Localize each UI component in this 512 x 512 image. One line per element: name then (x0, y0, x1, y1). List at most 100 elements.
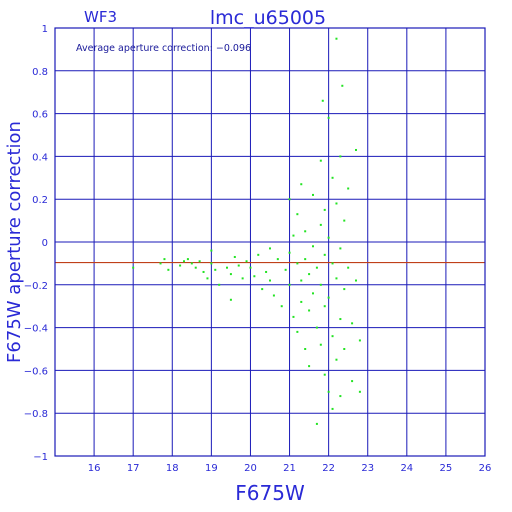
data-point (315, 326, 318, 329)
data-point (190, 262, 193, 265)
data-point (327, 296, 330, 299)
data-point (261, 288, 264, 291)
data-point (341, 84, 344, 87)
data-point (300, 183, 303, 186)
x-tick-labels: 16 17 18 19 20 21 22 23 24 25 26 (88, 463, 492, 474)
data-point (214, 268, 217, 271)
x-tick-label: 23 (361, 463, 374, 474)
data-point (351, 322, 354, 325)
data-point (265, 270, 268, 273)
data-point (335, 202, 338, 205)
x-tick-label: 21 (283, 463, 296, 474)
camera-label: WF3 (84, 8, 117, 26)
data-point (308, 309, 311, 312)
y-tick-label: −0.8 (24, 409, 48, 420)
x-tick-label: 24 (400, 463, 413, 474)
data-point (323, 208, 326, 211)
scatter-points (132, 37, 361, 425)
x-tick-label: 16 (88, 463, 101, 474)
data-point (335, 277, 338, 280)
data-point (308, 365, 311, 368)
data-point (351, 380, 354, 383)
data-point (300, 279, 303, 282)
data-point (343, 348, 346, 350)
y-tick-labels: −1 −0.8 −0.6 −0.4 −0.2 0 0.2 0.4 0.6 0.8 1 (24, 24, 48, 463)
data-point (323, 253, 326, 256)
data-point (288, 283, 291, 286)
data-point (226, 266, 228, 269)
data-point (241, 277, 244, 280)
data-point (358, 390, 361, 393)
x-tick-label: 22 (322, 463, 335, 474)
data-point (229, 273, 232, 276)
plot-frame (54, 27, 486, 457)
data-point (331, 335, 334, 338)
data-point (358, 339, 361, 342)
data-point (331, 262, 334, 265)
data-point (269, 279, 271, 282)
data-point (198, 260, 201, 263)
y-tick-label: −0.2 (24, 281, 48, 292)
data-point (163, 258, 166, 261)
data-point (343, 219, 346, 222)
data-point (288, 251, 291, 254)
average-annotation: Average aperture correction: −0.096 (76, 43, 251, 54)
data-point (319, 159, 322, 162)
x-tick-label: 17 (127, 463, 140, 474)
data-point (257, 253, 260, 256)
data-point (296, 213, 299, 216)
data-point (319, 343, 322, 346)
data-point (210, 249, 213, 252)
data-point (272, 294, 275, 297)
grid-lines (55, 28, 485, 456)
data-point (210, 262, 213, 265)
y-tick-label: 1 (42, 24, 48, 35)
data-point (206, 277, 209, 280)
data-point (159, 262, 162, 265)
x-axis-label: F675W (235, 481, 305, 505)
data-point (269, 247, 271, 250)
data-point (327, 236, 330, 239)
data-point (292, 315, 295, 318)
x-tick-label: 26 (479, 463, 492, 474)
x-tick-label: 25 (440, 463, 453, 474)
x-tick-label: 18 (166, 463, 179, 474)
data-point (355, 279, 357, 282)
data-point (339, 318, 342, 321)
data-point (327, 116, 330, 119)
data-point (327, 390, 330, 393)
data-point (315, 266, 318, 269)
data-point (335, 37, 338, 40)
y-tick-label: −0.4 (24, 324, 48, 335)
data-point (194, 266, 197, 269)
data-point (296, 330, 299, 333)
data-point (218, 283, 221, 286)
data-point (315, 422, 318, 425)
data-point (323, 373, 326, 376)
data-point (339, 247, 342, 250)
chart-title: lmc_u65005 (210, 7, 326, 29)
y-tick-label: 0.2 (32, 195, 48, 206)
data-point (276, 258, 279, 261)
data-point (132, 266, 135, 269)
data-point (304, 258, 307, 261)
x-tick-label: 20 (244, 463, 257, 474)
data-point (339, 155, 342, 158)
data-point (167, 268, 170, 271)
data-point (355, 148, 357, 151)
data-point (288, 198, 291, 201)
data-point (335, 358, 338, 361)
y-tick-label: −1 (33, 452, 48, 463)
y-tick-label: 0.8 (32, 67, 48, 78)
data-point (249, 266, 252, 269)
data-point (202, 270, 205, 273)
data-point (312, 193, 314, 196)
data-point (347, 187, 350, 190)
data-point (292, 234, 295, 237)
data-point (253, 275, 256, 278)
data-point (312, 245, 314, 248)
data-point (321, 99, 324, 102)
data-point (331, 407, 334, 410)
data-point (319, 223, 322, 226)
